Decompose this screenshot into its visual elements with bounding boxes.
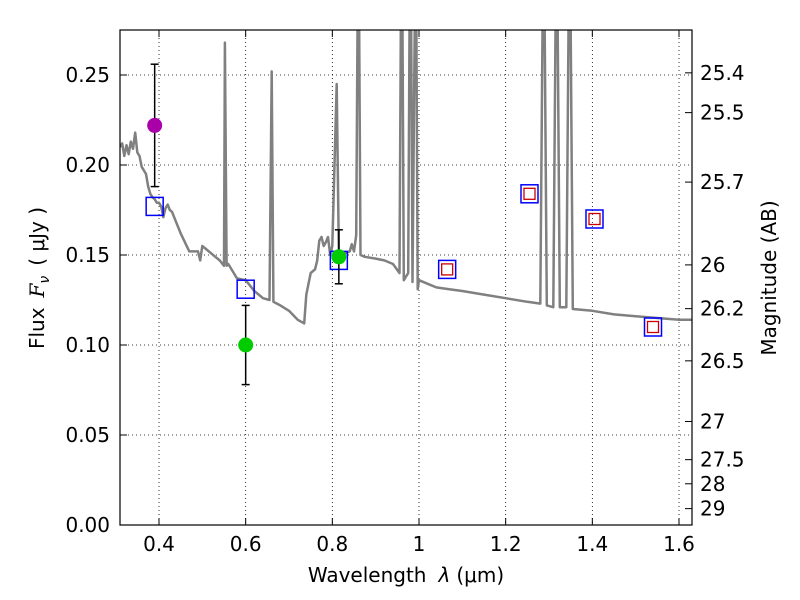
upper-limit-square: [523, 187, 536, 200]
model-photometry-square: [643, 317, 663, 337]
y2-tick-label: 25.4: [700, 61, 745, 85]
y-tick-label: 0.25: [65, 63, 110, 87]
x-tick-label: 1.2: [490, 532, 522, 556]
y2-tick-label: 25.5: [700, 101, 745, 125]
model-photometry-square: [236, 279, 255, 299]
x-tick-label: 0.6: [230, 532, 262, 556]
upper-limit-square: [441, 263, 454, 276]
y-tick-label: 0.20: [65, 153, 110, 177]
x-tick-label: 0.4: [143, 532, 175, 556]
y-tick-label: 0.00: [65, 513, 110, 537]
y2-tick-label: 28: [700, 472, 725, 496]
y-axis-label: FluxFν( μJy ): [25, 207, 53, 349]
y2-tick-label: 25.7: [700, 170, 745, 194]
x-tick-label: 1: [413, 532, 426, 556]
model-photometry-square: [437, 259, 457, 280]
upper-limit-square: [646, 320, 660, 334]
upper-limit-square: [588, 212, 601, 226]
observed-point: [331, 249, 347, 265]
x-tick-label: 1.6: [663, 532, 695, 556]
axis-ticks: 0.4 0.6 0.8 1 1.2 1.4 1.6 0.00 0.05 0.10 0.15 0.20 0…: [65, 30, 745, 556]
y2-tick-label: 26.2: [700, 297, 745, 321]
y2-axis-label: Magnitude (AB): [757, 200, 781, 355]
model-photometry-square: [520, 184, 539, 204]
y-tick-label: 0.10: [65, 333, 110, 357]
plot-area: [120, 30, 692, 386]
y2-tick-label: 26: [700, 253, 725, 277]
x-axis-label: Wavelength λ (μm): [308, 563, 504, 587]
y-tick-label: 0.05: [65, 423, 110, 447]
y-tick-label: 0.15: [65, 243, 110, 267]
model-spectrum-line: [120, 30, 692, 325]
observed-point: [238, 337, 254, 353]
x-tick-label: 0.8: [316, 532, 348, 556]
model-photometry-square: [145, 196, 164, 217]
observed-point: [147, 117, 163, 133]
y2-tick-label: 29: [700, 497, 725, 521]
y2-tick-label: 27: [700, 410, 725, 434]
y2-tick-label: 26.5: [700, 349, 745, 373]
model-photometry-square: [585, 209, 604, 229]
plot-frame: [119, 29, 693, 526]
y2-tick-label: 27.5: [700, 448, 745, 472]
x-tick-label: 1.4: [576, 532, 608, 556]
